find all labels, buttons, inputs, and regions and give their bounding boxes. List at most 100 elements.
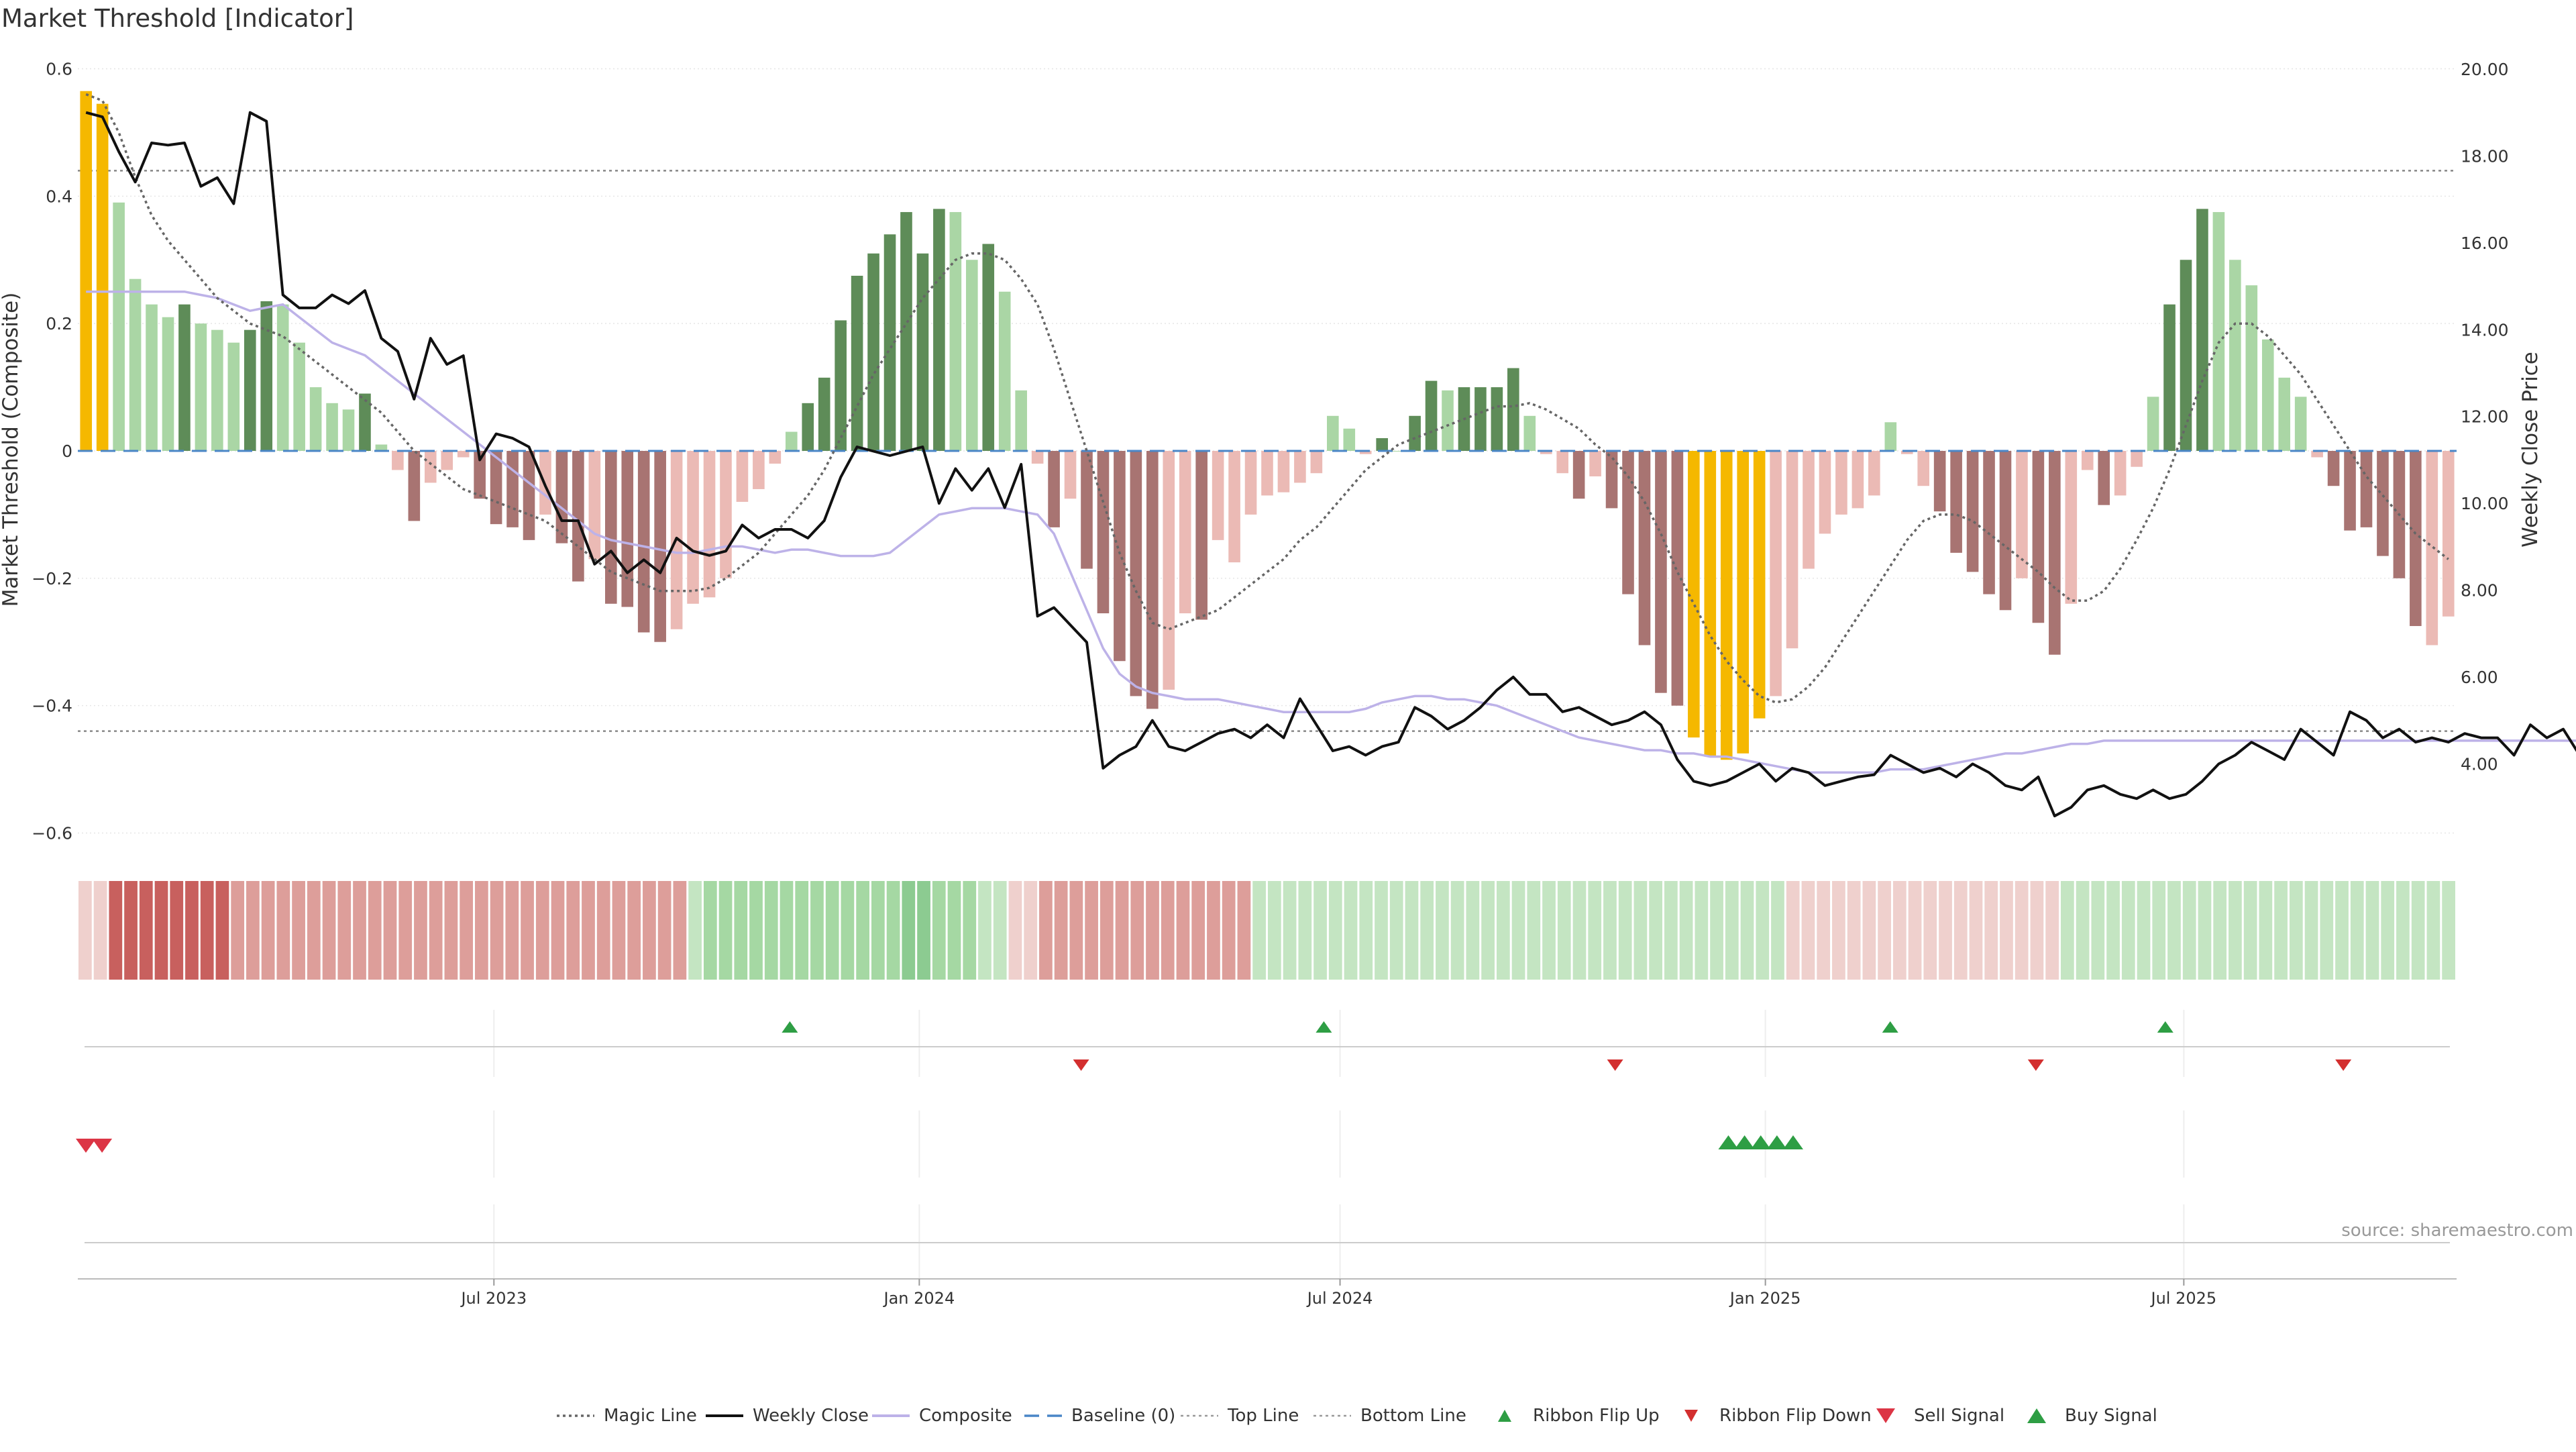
threshold-bar <box>1425 380 1438 451</box>
right-tick-label: 14.00 <box>2461 320 2509 340</box>
threshold-bar <box>506 451 519 527</box>
threshold-bar <box>392 451 404 470</box>
threshold-bar <box>2081 451 2094 470</box>
ribbon-cell <box>795 881 809 980</box>
legend: Magic Line Weekly Close Composite Baseline … <box>557 1406 2157 1426</box>
sell-signal-marker <box>76 1139 96 1153</box>
threshold-bar <box>227 342 240 451</box>
threshold-bar <box>637 451 650 633</box>
ribbon-cell <box>1756 881 1770 980</box>
threshold-bar <box>1540 451 1552 454</box>
threshold-bar <box>883 234 896 451</box>
threshold-bar <box>1704 451 1717 757</box>
ribbon-cell <box>1405 881 1419 980</box>
threshold-bar <box>1146 451 1159 709</box>
ribbon-cell <box>902 881 916 980</box>
ribbon-flip-down-marker <box>2027 1059 2044 1071</box>
legend-item: Composite <box>872 1406 1012 1426</box>
ribbon-cell <box>368 881 382 980</box>
ribbon-cell <box>2426 881 2440 980</box>
ticks-layer: 0.6 0.4 0.2 0 −0.2 −0.4 −0.6 20.00 18.00 16.00 14.… <box>32 60 2508 843</box>
left-tick-label: −0.2 <box>32 569 72 588</box>
ribbon-cell <box>1008 881 1022 980</box>
ribbon-cell <box>993 881 1007 980</box>
left-tick-label: 0.4 <box>46 187 72 206</box>
legend-item: Top Line <box>1181 1406 1299 1426</box>
threshold-bar <box>1966 451 1979 572</box>
threshold-bar <box>2294 397 2307 451</box>
threshold-bar <box>1277 451 1290 492</box>
threshold-bar <box>490 451 502 525</box>
legend-item: Magic Line <box>557 1406 697 1426</box>
ribbon-cell <box>1069 881 1083 980</box>
threshold-bar <box>1819 451 1831 534</box>
ribbon-cell <box>2289 881 2303 980</box>
threshold-bar <box>802 403 814 451</box>
ribbon-cell <box>1450 881 1464 980</box>
ribbon-cell <box>1664 881 1678 980</box>
threshold-bar <box>1507 368 1519 451</box>
ribbon-cell <box>1588 881 1602 980</box>
ribbon-flip-up-marker <box>2157 1021 2174 1033</box>
ribbon-cell <box>1252 881 1266 980</box>
threshold-bar <box>1442 390 1454 451</box>
threshold-bar <box>1228 451 1240 563</box>
threshold-bar <box>1130 451 1142 696</box>
ribbon-flip-up-marker <box>1882 1021 1898 1033</box>
threshold-bar <box>1523 415 1536 451</box>
threshold-bar <box>916 253 929 451</box>
ribbon-cell <box>657 881 672 980</box>
ribbon-flip-down-marker <box>2335 1059 2352 1071</box>
ribbon-cell <box>1313 881 1327 980</box>
ribbon-cell <box>1892 881 1907 980</box>
ribbon-cell <box>718 881 733 980</box>
ribbon-cell <box>551 881 565 980</box>
ribbon-cell <box>1420 881 1434 980</box>
ribbon-cell <box>1740 881 1754 980</box>
ribbon-cell <box>612 881 626 980</box>
threshold-bar <box>998 291 1011 451</box>
ribbon-cell <box>535 881 549 980</box>
ribbon-cell <box>856 881 869 980</box>
threshold-bar <box>2147 397 2159 451</box>
right-tick-label: 18.00 <box>2461 146 2509 166</box>
legend-item: Buy Signal <box>2027 1406 2157 1426</box>
ribbon-cell <box>1695 881 1709 980</box>
ribbon-cell <box>841 881 855 980</box>
ribbon-cell <box>2304 881 2318 980</box>
x-tick-label: Jan 2025 <box>1729 1289 1801 1308</box>
threshold-bar <box>2032 451 2045 623</box>
threshold-bar <box>867 253 879 451</box>
threshold-bar <box>375 444 388 451</box>
threshold-bar <box>276 304 289 451</box>
ribbon-cell <box>215 881 229 980</box>
ribbon-cell <box>1923 881 1937 980</box>
threshold-bar <box>900 212 912 451</box>
legend-label: Baseline (0) <box>1071 1406 1175 1426</box>
threshold-bar <box>408 451 421 521</box>
ribbon-cell <box>1085 881 1098 980</box>
threshold-bar <box>1556 451 1568 474</box>
ribbon-cell <box>429 881 443 980</box>
legend-label: Ribbon Flip Up <box>1533 1406 1660 1426</box>
ribbon-cell <box>2061 881 2074 980</box>
threshold-bar <box>2426 451 2438 645</box>
threshold-bar <box>1605 451 1618 509</box>
ribbon-flip-down-marker <box>1607 1059 1623 1071</box>
threshold-bar <box>2196 209 2208 451</box>
threshold-bar <box>1474 387 1487 451</box>
ribbon-cell <box>688 881 702 980</box>
legend-label: Sell Signal <box>1914 1406 2004 1426</box>
ribbon-cell <box>2335 881 2349 980</box>
left-tick-label: −0.6 <box>32 824 72 843</box>
ribbon-cell <box>2091 881 2105 980</box>
threshold-bar <box>604 451 617 604</box>
ribbon-cell <box>917 881 930 980</box>
ribbon-cell <box>2152 881 2166 980</box>
right-axis-label: Weekly Close Price <box>2518 352 2542 548</box>
ribbon-cell <box>2320 881 2334 980</box>
legend-label: Weekly Close <box>753 1406 869 1426</box>
threshold-bar <box>785 431 798 451</box>
ribbon-cell <box>596 881 610 980</box>
